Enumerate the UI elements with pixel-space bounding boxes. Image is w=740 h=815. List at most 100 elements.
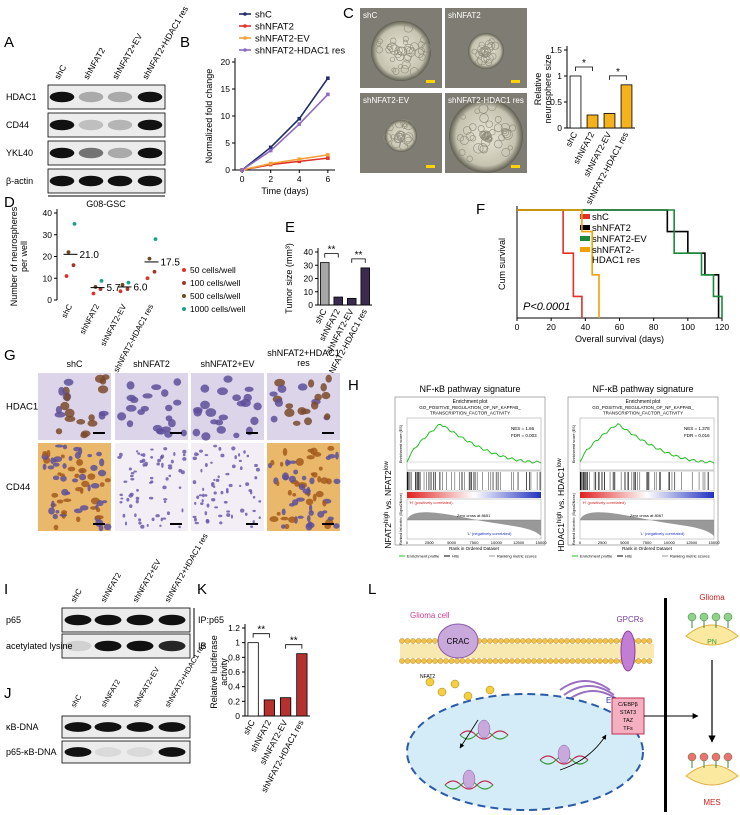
dna <box>444 780 494 790</box>
y-tick-label: 10 <box>221 111 231 121</box>
cell-texture <box>401 134 412 145</box>
legend-label: shC <box>592 212 609 223</box>
x-tick-label: shNFAT2 <box>78 302 102 336</box>
mean-label: 17.5 <box>161 257 181 268</box>
legend-marker <box>182 281 186 285</box>
lipid-head <box>503 658 510 664</box>
lane-label: shC <box>69 587 84 604</box>
y-tick-label: 1.2 <box>228 623 240 633</box>
blot-band <box>49 147 75 159</box>
nucleus <box>310 447 318 455</box>
significance-bracket <box>324 253 339 258</box>
nucleus <box>205 519 210 524</box>
diagram-label: TFs <box>623 726 633 732</box>
bar <box>320 262 330 306</box>
cell-texture <box>403 120 414 130</box>
cell-texture <box>397 131 406 140</box>
cell-texture <box>487 137 493 142</box>
nucleus <box>178 525 181 529</box>
rank-tick: 12500 <box>513 540 525 545</box>
nucleus <box>64 392 71 402</box>
nucleus <box>117 455 122 459</box>
cell-texture <box>391 138 401 149</box>
lipid-head <box>597 638 603 644</box>
panel-label: F <box>476 201 485 218</box>
nucleus <box>239 508 245 513</box>
diagram-label: CRAC <box>447 637 470 646</box>
nucleus <box>305 498 314 506</box>
cell-texture <box>475 58 483 66</box>
nucleus <box>119 500 123 504</box>
nucleus <box>79 473 87 481</box>
row-label: acetylated lysine <box>6 641 73 651</box>
nucleus <box>292 420 301 426</box>
y-tick-label: 0 <box>225 165 230 175</box>
nucleus <box>204 463 208 468</box>
nucleus <box>269 391 278 397</box>
y-tick-label: 30 <box>43 230 53 240</box>
nucleus <box>122 513 126 518</box>
scale-bar <box>170 523 182 525</box>
significance-label: ** <box>355 250 363 261</box>
nucleus <box>94 515 104 520</box>
lipid-head <box>492 658 499 664</box>
neg-label: 'L' (negatively correlated) <box>467 531 512 536</box>
lipid-head <box>575 638 581 644</box>
scale-bar <box>322 523 334 525</box>
gene-set: TRANSCRIPTION_FACTOR_ACTIVITY <box>603 411 683 416</box>
column-label: shNFAT2+EV <box>200 359 254 369</box>
nucleus <box>297 383 308 391</box>
nucleus <box>245 482 250 486</box>
lipid-head <box>531 638 537 644</box>
gene-set: GO_POSITIVE_REGULATION_OF_NF_KAPPAB_ <box>419 405 521 410</box>
significance-label: * <box>582 58 586 69</box>
nucleus <box>306 515 311 522</box>
point <box>326 92 330 97</box>
pos-label: 'H' (positively correlated) <box>582 500 626 505</box>
nucleus <box>310 472 315 476</box>
nucleus <box>282 448 288 456</box>
nucleus <box>62 444 68 450</box>
nucleus <box>57 472 62 476</box>
lipid-head <box>536 638 543 644</box>
nucleus <box>98 412 106 420</box>
cell-texture <box>458 149 466 156</box>
nucleus <box>198 494 203 497</box>
y-tick-label: 1.5 <box>550 45 562 55</box>
nucleus <box>55 406 62 414</box>
lipid-head <box>487 658 493 664</box>
diagram-label: STAT3 <box>620 710 636 716</box>
image-label: shNFAT2-HDAC1 res <box>448 96 524 105</box>
nucleus <box>101 374 110 380</box>
nucleus <box>288 475 297 483</box>
blot-band <box>64 640 92 652</box>
nucleus <box>90 464 98 472</box>
y-axis-label: Cum survival <box>497 238 507 290</box>
dot <box>118 289 123 294</box>
nucleus <box>74 451 82 459</box>
gsea-legend-label: Hits <box>452 554 459 559</box>
nucleus <box>134 513 137 518</box>
nucleus <box>150 480 154 484</box>
nucleus <box>216 425 226 434</box>
nucleus <box>298 484 306 491</box>
nucleus <box>295 458 304 466</box>
bar <box>586 114 599 129</box>
nucleus <box>129 504 133 508</box>
rank-axis-label: Rank in Ordered Dataset <box>449 546 500 551</box>
cell-texture <box>397 46 408 57</box>
nucleus <box>327 445 335 451</box>
bar <box>263 699 275 717</box>
panel-label: A <box>4 34 14 51</box>
cell-texture <box>393 135 402 144</box>
panel-label: C <box>343 5 354 22</box>
nucleus <box>243 450 246 454</box>
cell-texture <box>410 42 419 52</box>
nucleus <box>159 524 162 527</box>
diagram-label: MES <box>703 798 720 807</box>
nucleus <box>97 385 109 394</box>
rank-tick: 0 <box>406 540 409 545</box>
gsea-y-label-part: high <box>384 512 390 523</box>
lipid-head <box>586 658 592 664</box>
nucleus <box>213 491 217 495</box>
